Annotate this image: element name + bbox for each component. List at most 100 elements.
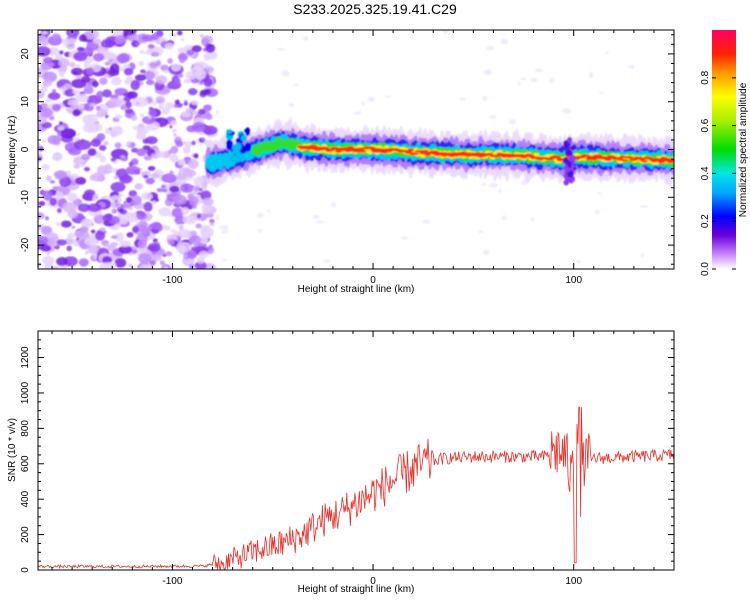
noise-blob [114,34,126,45]
noise-blob [60,128,76,139]
noise-blob [60,220,72,228]
noise-blob [147,166,156,171]
noise-blob [92,196,98,202]
x-tick-label: 0 [370,275,376,286]
noise-blob [119,174,133,184]
noise-blob [67,192,78,202]
disturbance-blob [564,167,571,173]
noise-blob [115,232,125,242]
x-tick-label: 100 [565,576,582,587]
noise-blob [55,222,62,226]
noise-blob [52,185,59,191]
noise-blob [52,89,57,93]
noise-blob [72,89,81,95]
noise-blob [201,137,205,141]
noise-blob [58,58,70,68]
haze-blob [322,259,331,263]
noise-blob [92,172,104,182]
noise-blob [78,258,89,267]
onset-blob [226,129,233,134]
noise-blob [38,235,49,246]
haze-blob [520,77,527,81]
noise-blob [131,96,149,108]
noise-blob [114,43,118,47]
haze-blob [266,209,271,213]
colorbar-tick-label: 0.0 [700,262,711,276]
noise-blob [93,38,102,45]
noise-blob [103,243,110,248]
disturbance-blob [563,179,570,186]
noise-blob [126,232,134,238]
noise-blob [110,77,122,86]
noise-blob [130,142,135,146]
noise-blob [38,223,44,231]
disturbance-blob [568,178,574,184]
noise-blob [66,38,77,45]
noise-blob [110,195,123,204]
figure-title: S233.2025.325.19.41.C29 [293,1,457,17]
noise-blob [103,74,110,79]
noise-blob [44,262,54,269]
colorbar: 0.0 0.2 0.4 0.6 0.8 Normalized spectral ampl… [700,30,749,276]
noise-blob [45,98,52,103]
y-tick-label: 200 [20,526,31,543]
noise-blob [110,182,126,192]
noise-blob [178,223,184,228]
noise-blob [38,145,44,152]
noise-blob [84,30,100,40]
noise-blob [52,153,63,162]
noise-blob [39,107,53,118]
haze-blob [215,214,220,220]
noise-blob [67,209,78,219]
noise-blob [194,261,207,269]
noise-blob [203,88,211,95]
noise-blob [87,203,102,213]
noise-blob [135,42,141,46]
noise-blob [183,78,192,84]
y-tick-label: 800 [20,420,31,437]
noise-blob [63,256,78,267]
noise-blob [56,208,62,214]
noise-blob [177,30,183,36]
haze-blob [640,252,644,258]
noise-blob [181,207,190,215]
noise-blob [104,61,111,66]
noise-blob [99,77,108,85]
y-tick-label: 20 [20,48,31,60]
ridge-blob [621,159,629,162]
noise-blob [38,142,41,147]
noise-blob [96,133,106,141]
haze-blob [315,220,325,224]
noise-blob [143,155,153,161]
noise-blob [202,197,214,206]
noise-blob [73,139,92,151]
noise-blob [156,188,163,193]
noise-blob [111,209,116,213]
ridge-blob [359,149,367,153]
noise-blob [56,239,68,246]
noise-blob [103,141,109,146]
noise-blob [136,148,147,157]
haze-blob [482,95,488,101]
noise-blob [177,73,184,78]
noise-blob [67,99,79,107]
noise-blob [43,243,49,249]
noise-blob [191,140,196,146]
noise-blob [142,145,151,151]
noise-blob [110,63,120,74]
noise-blob [84,236,100,246]
noise-blob [150,101,158,106]
x-tick-label: 100 [565,275,582,286]
noise-blob [163,265,169,269]
haze-blob [599,91,604,95]
noise-blob [119,67,125,72]
noise-blob [130,79,141,91]
ridge-hotspot [320,147,326,151]
noise-blob [177,158,186,166]
noise-blob [174,99,180,105]
noise-blob [134,183,144,190]
haze-blob [627,65,636,69]
noise-blob [119,218,128,225]
noise-blob [142,116,156,125]
haze-blob [276,47,286,51]
